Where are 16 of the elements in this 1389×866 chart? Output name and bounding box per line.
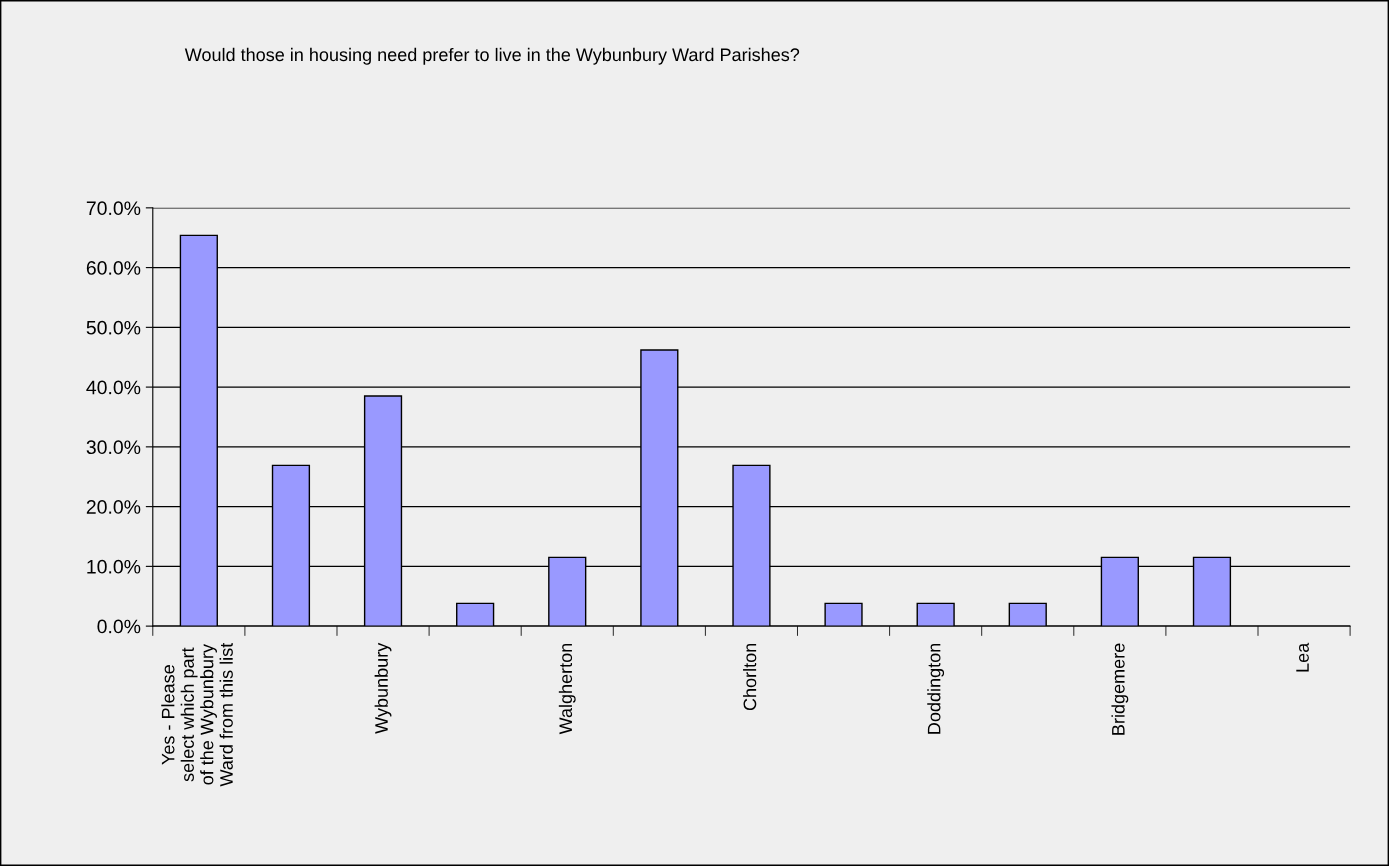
chart-title: Would those in housing need prefer to live in the Wybunbury Ward Parishes? [184, 47, 800, 65]
x-tick-label: Chorlton [743, 643, 757, 711]
x-tick-label: Doddington [927, 643, 945, 734]
x-tick-label: Lea [1296, 642, 1309, 672]
y-tick-label: 0.0% [97, 619, 141, 634]
x-tick-label: Yes - Please select which part of the Wybunbury Ward from this list [161, 642, 233, 787]
y-tick-label: 70.0% [86, 201, 141, 216]
x-tick-label: Wybunbury [374, 642, 392, 734]
y-tick-label: 50.0% [86, 320, 141, 335]
y-tick-label: 60.0% [86, 261, 141, 275]
y-tick-label: 30.0% [86, 440, 141, 455]
y-tick-label: 40.0% [86, 380, 141, 395]
y-tick-label: 10.0% [87, 559, 141, 574]
y-tick-label: 20.0% [86, 500, 141, 514]
x-tick-label: Bridgemere [1111, 643, 1129, 735]
x-tick-label: Walgherton [558, 643, 576, 735]
